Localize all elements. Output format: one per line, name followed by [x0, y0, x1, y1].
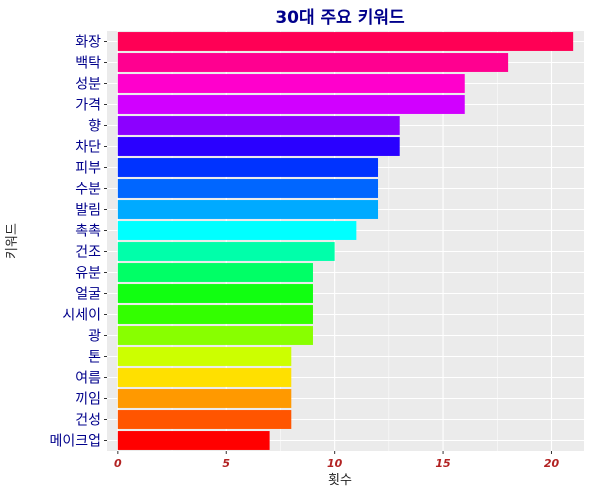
- x-tick-label: 15: [435, 457, 451, 470]
- category-label: 가격: [75, 98, 101, 114]
- category-label: 백탁: [75, 56, 101, 72]
- x-axis-title: 횟수: [328, 473, 352, 488]
- bar-톤: [117, 347, 292, 366]
- bar-향: [117, 116, 400, 135]
- bar-백탁: [117, 53, 509, 72]
- category-label: 화장: [75, 35, 101, 51]
- x-tick-label: 20: [544, 457, 560, 470]
- category-label: 유분: [75, 266, 101, 282]
- bar-시세이: [117, 305, 313, 324]
- category-label: 발림: [75, 203, 101, 219]
- bar-메이크업: [117, 431, 270, 450]
- x-tick-label: 10: [327, 457, 343, 470]
- bar-촉촉: [117, 221, 357, 240]
- category-label: 건조: [75, 245, 101, 261]
- category-label: 시세이: [62, 308, 101, 324]
- category-label: 얼굴: [75, 287, 101, 303]
- bar-광: [117, 326, 313, 345]
- category-label: 향: [88, 119, 101, 135]
- category-label: 메이크업: [49, 434, 101, 450]
- y-axis-title: 키워드: [5, 223, 20, 259]
- bar-차단: [117, 137, 400, 156]
- bar-피부: [117, 158, 379, 177]
- bar-여름: [117, 368, 292, 387]
- category-label: 성분: [75, 77, 101, 93]
- category-label: 수분: [75, 182, 101, 198]
- bar-성분: [117, 74, 465, 93]
- category-label: 끼임: [75, 392, 101, 408]
- x-tick-label: 0: [114, 457, 122, 470]
- category-label: 톤: [88, 350, 101, 366]
- category-label: 촉촉: [75, 224, 101, 240]
- category-label: 건성: [75, 413, 101, 429]
- bar-얼굴: [117, 284, 313, 303]
- category-label: 차단: [75, 140, 101, 156]
- x-tick-label: 5: [222, 457, 230, 470]
- bar-유분: [117, 263, 313, 282]
- category-label: 여름: [75, 371, 101, 387]
- bar-건조: [117, 242, 335, 261]
- bar-발림: [117, 200, 379, 219]
- category-label: 피부: [75, 161, 101, 177]
- bar-가격: [117, 95, 465, 114]
- bar-건성: [117, 410, 292, 429]
- chart-title: 30대 주요 키워드: [275, 8, 405, 28]
- bar-화장: [117, 32, 574, 51]
- x-tick-labels: 0 5 10 15 20: [114, 451, 559, 470]
- bars: [117, 32, 574, 450]
- plot-panel: [107, 31, 584, 451]
- category-label: 광: [88, 329, 101, 345]
- bar-수분: [117, 179, 379, 198]
- bar-끼임: [117, 389, 292, 408]
